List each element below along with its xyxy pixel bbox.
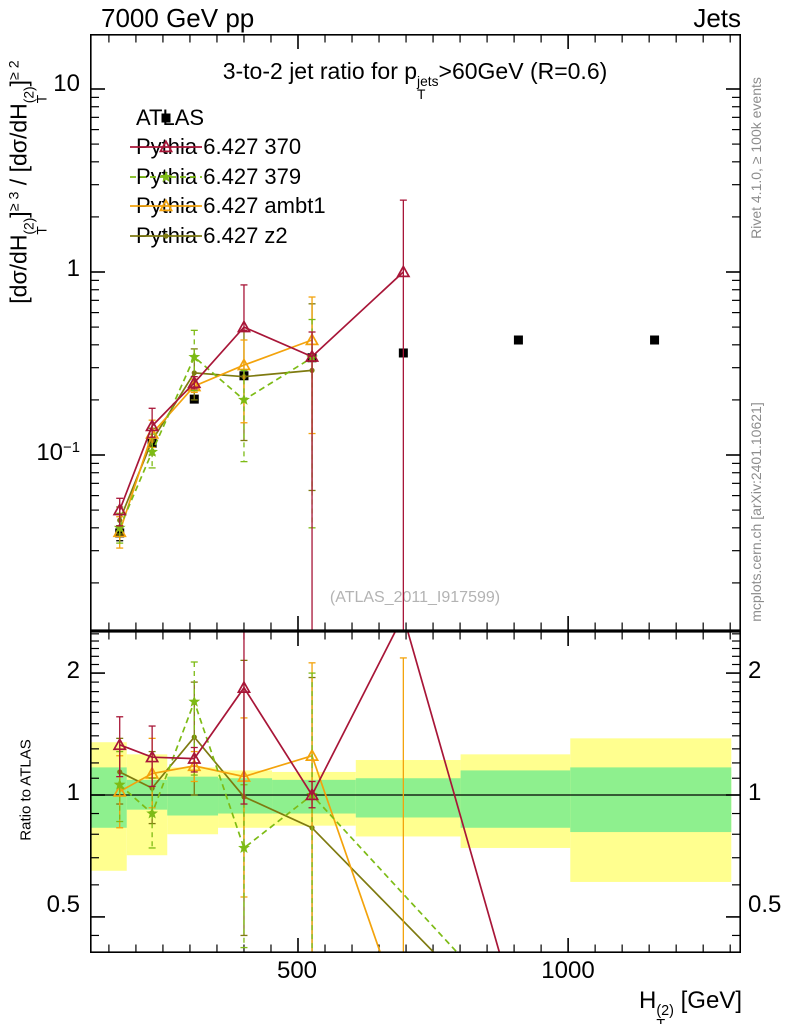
- x-tick-1000: 1000: [541, 957, 595, 984]
- header-beam-energy: 7000 GeV pp: [101, 3, 255, 33]
- legend-item: Pythia 6.427 ambt1: [128, 192, 326, 222]
- ratio-tick-0p5-left: 0.5: [46, 891, 80, 918]
- ratio-tick-1-right: 1: [748, 779, 762, 806]
- ratio-tick-0p5-right: 0.5: [748, 891, 782, 918]
- mcplots-arxiv-caption: mcplots.cern.ch [arXiv:2401.10621]: [748, 402, 764, 622]
- ht2-symbol: (2)T: [656, 1003, 674, 1024]
- rivet-version-caption: Rivet 4.1.0, ≥ 100k events: [748, 77, 764, 239]
- main-plot-panel: [90, 34, 741, 631]
- legend-item: Pythia 6.427 379: [128, 162, 326, 192]
- x-tick-500: 500: [276, 957, 318, 984]
- y-tick-1: 1: [66, 255, 80, 282]
- legend-marker-dot-icon: [130, 233, 202, 239]
- ratio-tick-2-right: 2: [748, 657, 762, 684]
- legend-marker-triangle-icon: [130, 139, 202, 153]
- plot-title: 3-to-2 jet ratio for p jets T >60GeV (R=0.6…: [222, 58, 608, 102]
- ratio-tick-1-left: 1: [66, 779, 80, 806]
- ht2-symbol: (2)T: [21, 217, 50, 235]
- header-analysis-type: Jets: [693, 3, 741, 33]
- x-axis-title: H(2)T [GeV]: [570, 987, 742, 1024]
- legend-item: Pythia 6.427 z2: [128, 221, 326, 251]
- legend-marker-square-icon: [161, 113, 171, 123]
- ratio-plot-panel: [90, 631, 741, 953]
- legend-marker-star-icon: [130, 170, 202, 182]
- legend-item: ATLAS: [128, 103, 326, 133]
- plot-title-text: 3-to-2 jet ratio for p: [222, 58, 418, 84]
- y-tick-10: 10: [53, 70, 80, 97]
- ratio-tick-2-left: 2: [66, 657, 80, 684]
- legend-item: Pythia 6.427 370: [128, 133, 326, 163]
- pt-subscript: jets T: [417, 73, 439, 102]
- analysis-id-watermark: (ATLAS_2011_I917599): [329, 589, 501, 606]
- legend-marker-triangle-icon: [130, 198, 202, 212]
- y-tick-0p1: 10−1: [36, 439, 80, 467]
